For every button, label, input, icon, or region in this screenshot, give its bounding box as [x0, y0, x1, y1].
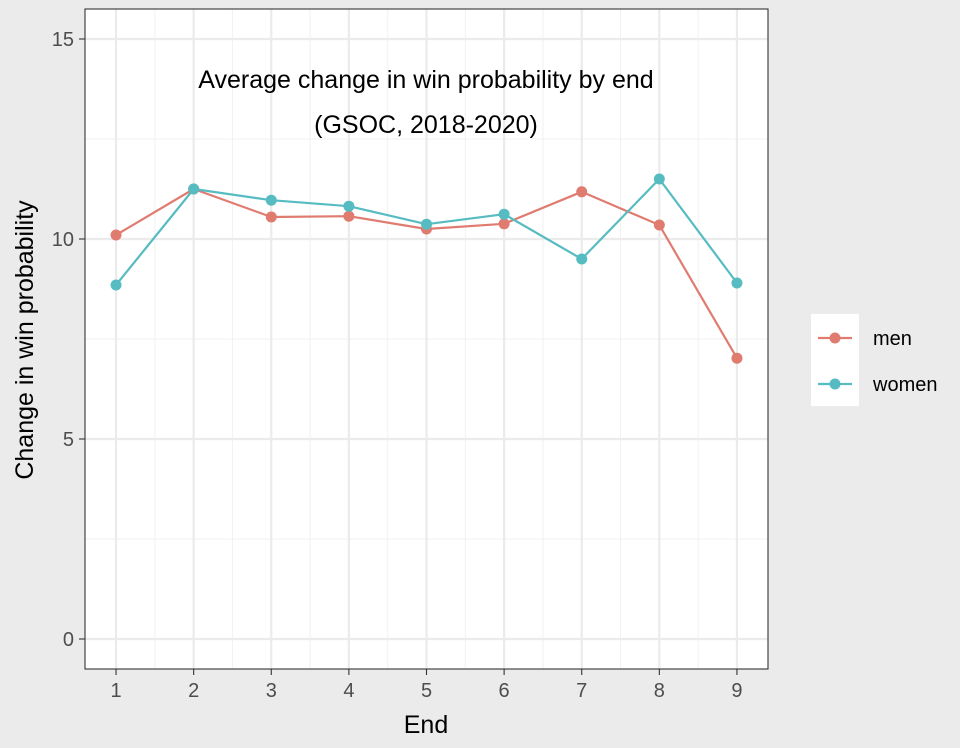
data-point-women	[188, 183, 200, 195]
data-point-men	[498, 218, 510, 230]
y-axis: 0 5 10 15	[52, 29, 85, 651]
x-tick-label: 8	[654, 680, 665, 702]
data-point-women	[731, 277, 743, 289]
data-point-men	[110, 229, 122, 241]
data-point-women	[576, 253, 588, 265]
data-point-women	[421, 218, 432, 230]
legend-label-women: women	[872, 374, 937, 396]
legend-key-point-women	[829, 378, 841, 390]
legend: men women	[811, 314, 937, 406]
x-axis-label: End	[404, 711, 448, 739]
series-layer	[110, 173, 743, 364]
x-tick-label: 3	[266, 680, 277, 702]
chart-title-line-2: (GSOC, 2018-2020)	[314, 111, 538, 139]
x-tick-label: 1	[110, 680, 121, 702]
x-tick-label: 6	[499, 680, 510, 702]
legend-background	[811, 314, 859, 406]
legend-key-point-men	[829, 332, 841, 344]
x-tick-label: 7	[576, 680, 587, 702]
legend-label-men: men	[873, 328, 912, 350]
x-tick-label: 4	[343, 680, 354, 702]
y-tick-label: 5	[63, 429, 74, 451]
grid-lines	[85, 9, 768, 669]
data-point-women	[265, 194, 277, 206]
data-point-women	[498, 208, 510, 220]
data-point-men	[576, 186, 588, 198]
y-tick-label: 0	[63, 629, 74, 651]
y-tick-label: 10	[52, 229, 74, 251]
data-point-women	[110, 279, 122, 291]
data-point-women	[343, 200, 355, 212]
x-tick-label: 5	[421, 680, 432, 702]
chart-title-line-1: Average change in win probability by end	[198, 66, 653, 94]
x-tick-label: 2	[188, 680, 199, 702]
data-point-men	[265, 211, 277, 223]
y-axis-label: Change in win probability	[11, 200, 39, 480]
data-point-women	[653, 173, 665, 185]
x-tick-label: 9	[731, 680, 742, 702]
x-axis: 1 2 3 4 5 6 7 8 9	[110, 669, 743, 702]
y-tick-label: 15	[52, 29, 74, 51]
data-point-men	[731, 352, 743, 364]
data-point-men	[343, 210, 355, 222]
data-point-men	[653, 219, 665, 231]
